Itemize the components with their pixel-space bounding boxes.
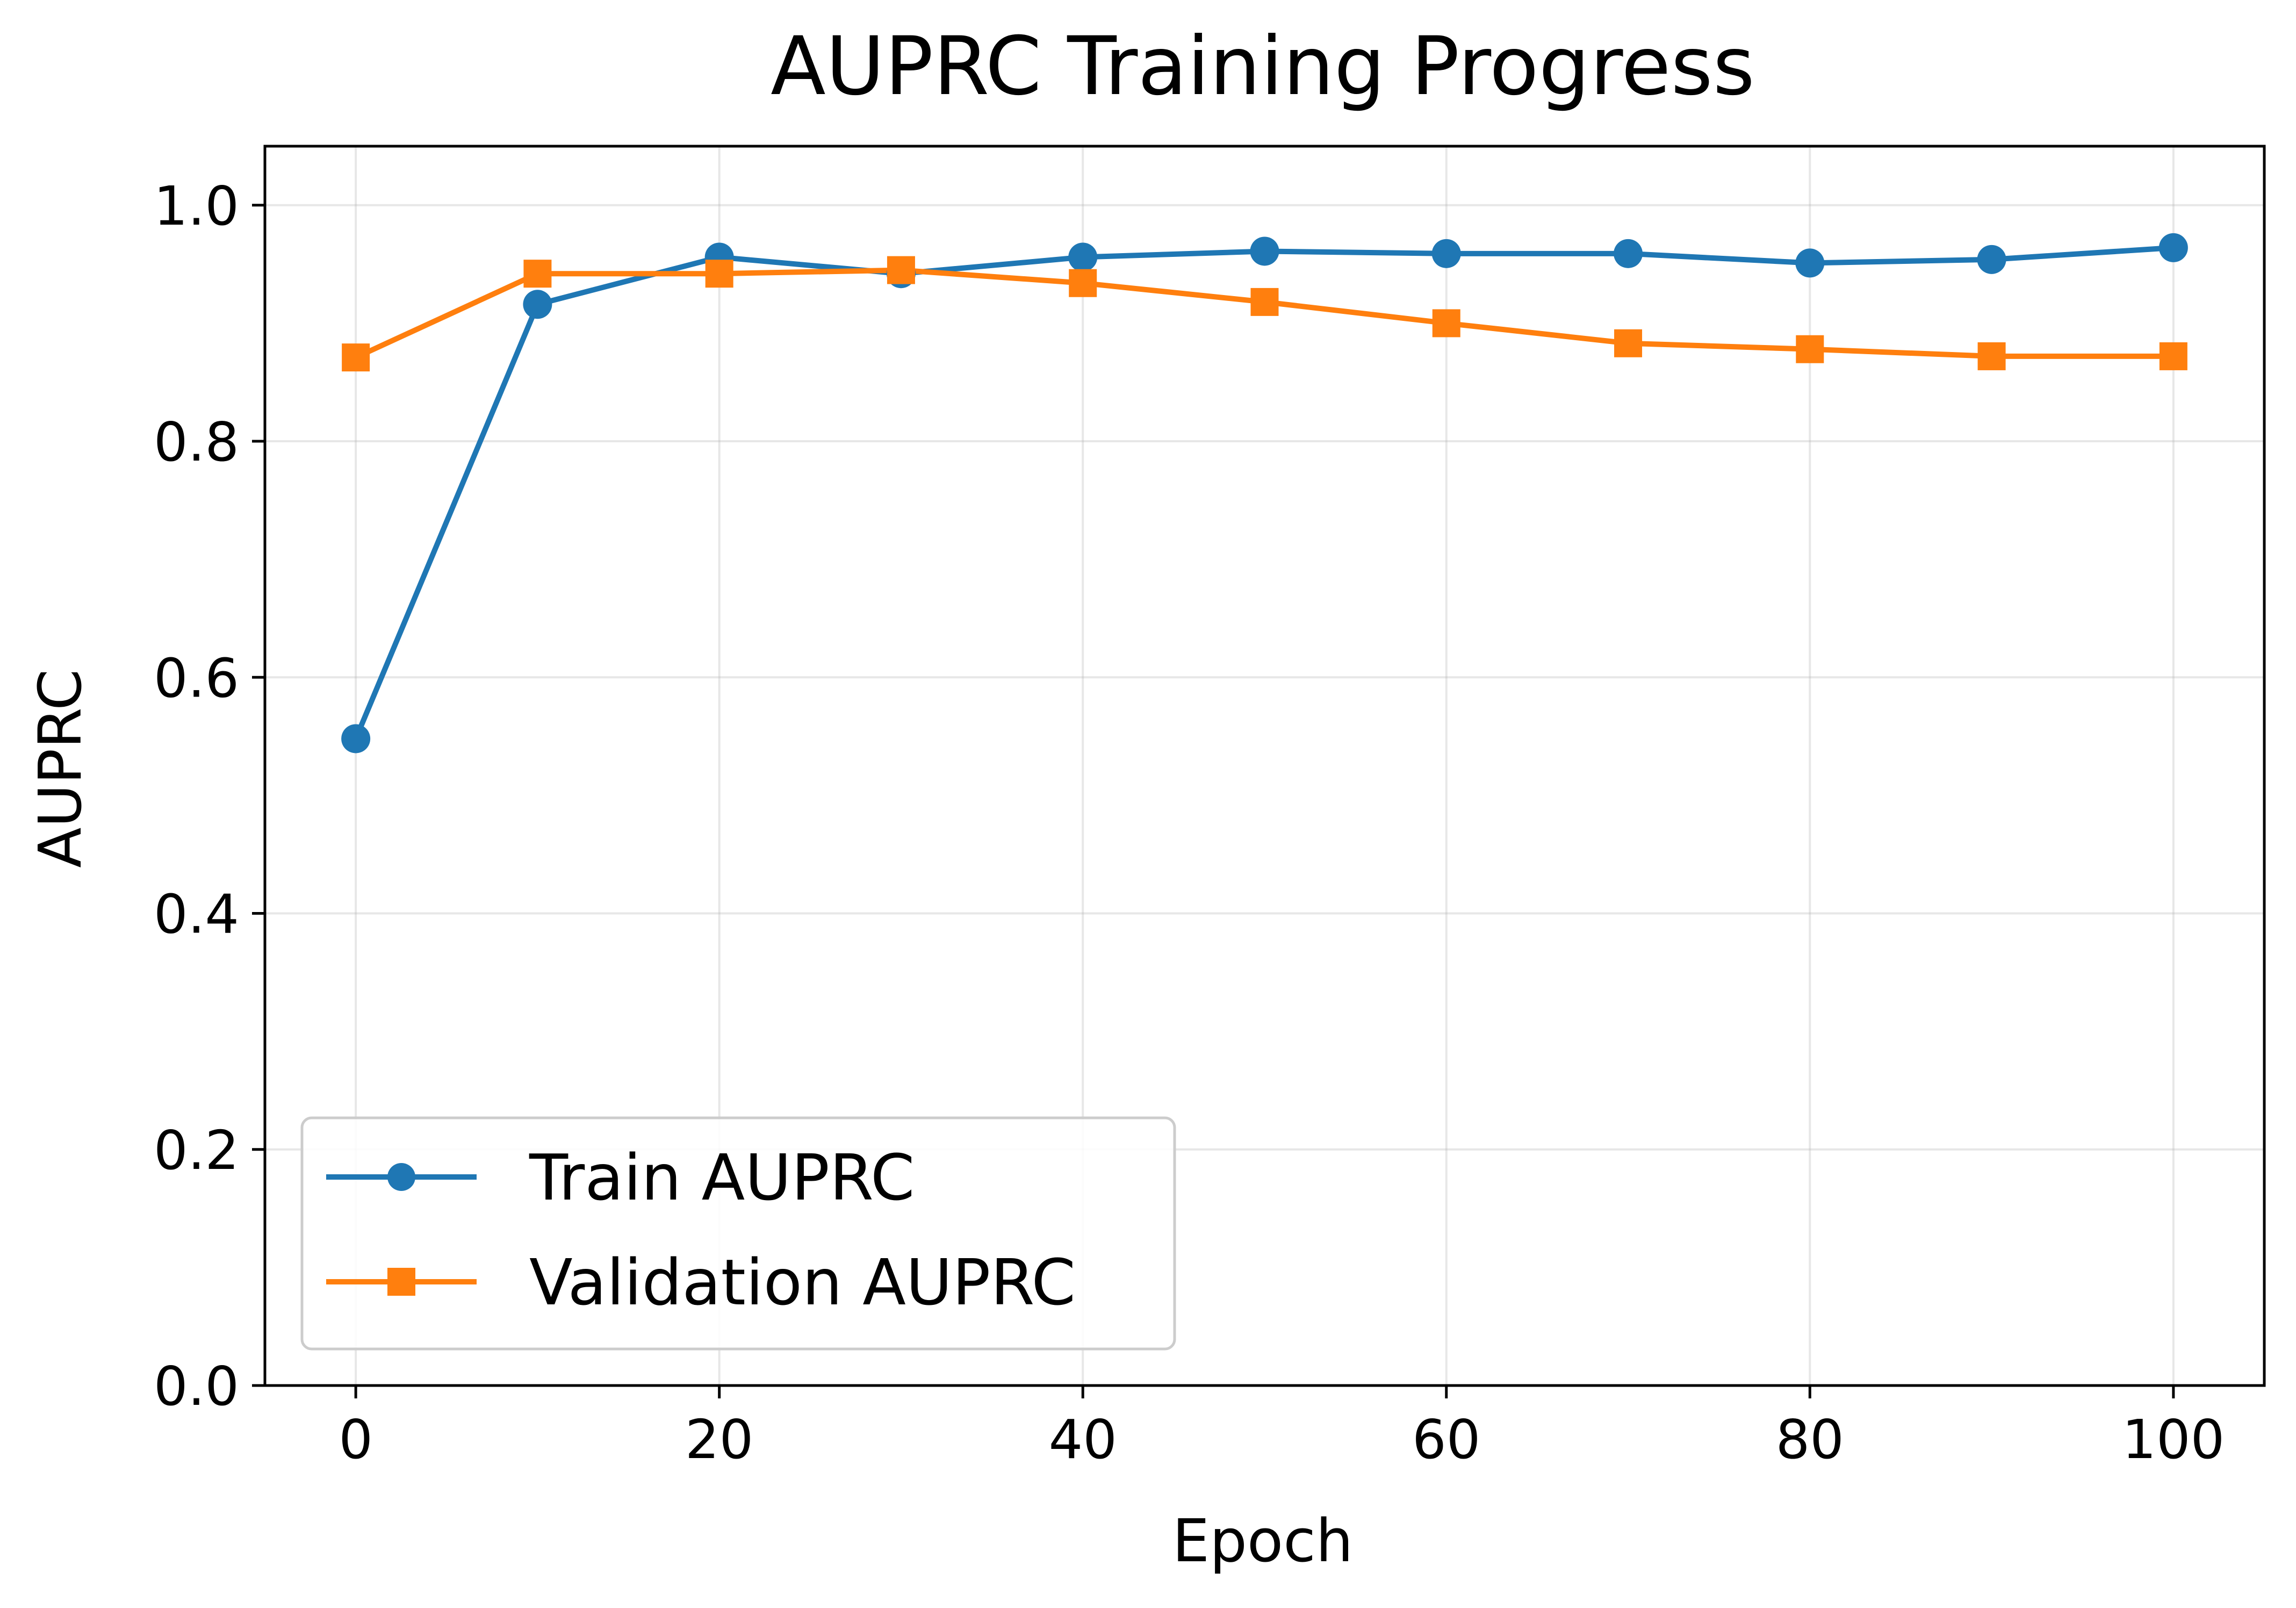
data-point-train-auprc [1614,239,1643,268]
y-axis-title: AUPRC [26,669,95,868]
x-tick-label: 80 [1776,1408,1844,1471]
x-tick-label: 20 [685,1408,753,1471]
data-point-train-auprc [2158,233,2188,262]
axis-ticks: 0 20 40 60 80 100 0.0 0.2 0.4 0.6 0.8 1.0 [154,175,2225,1471]
x-tick-label: 100 [2122,1408,2225,1471]
x-tick-label: 60 [1412,1408,1480,1471]
data-point-train-auprc [1795,248,1825,278]
data-point-train-auprc [1068,242,1098,272]
legend: Train AUPRC Validation AUPRC [300,1116,1176,1351]
legend-box [300,1116,1176,1351]
x-axis-title: Epoch [1172,1506,1354,1575]
y-tick-label: 0.6 [154,647,239,709]
data-point-train-auprc [341,724,371,753]
y-tick-label: 0.4 [154,883,239,946]
data-point-validation-auprc [342,343,370,372]
data-point-validation-auprc [1069,269,1097,297]
series-markers [341,233,2188,753]
y-tick-label: 0.2 [154,1119,239,1182]
y-tick-label: 1.0 [154,175,239,238]
legend-validation-marker [387,1268,415,1296]
data-point-train-auprc [1977,245,2006,274]
y-tick-label: 0.0 [154,1355,239,1418]
data-point-validation-auprc [1977,342,2006,370]
legend-validation-label: Validation AUPRC [529,1245,1076,1319]
data-point-train-auprc [1250,236,1279,266]
data-point-validation-auprc [1250,288,1279,316]
plot-area-frame [263,145,2266,1387]
data-point-validation-auprc [1432,309,1460,338]
data-point-validation-auprc [887,256,915,284]
legend-train-label: Train AUPRC [529,1140,915,1215]
data-point-validation-auprc [705,260,733,288]
data-point-train-auprc [523,290,552,319]
data-point-validation-auprc [1796,335,1824,363]
legend-train-marker [387,1163,415,1191]
data-point-train-auprc [1431,239,1461,268]
chart-title: AUPRC Training Progress [771,20,1755,113]
data-point-validation-auprc [2159,342,2187,370]
data-point-validation-auprc [523,260,552,288]
x-tick-label: 0 [339,1408,373,1471]
y-tick-label: 0.8 [154,411,239,473]
data-point-validation-auprc [1614,329,1643,357]
x-tick-label: 40 [1049,1408,1117,1471]
